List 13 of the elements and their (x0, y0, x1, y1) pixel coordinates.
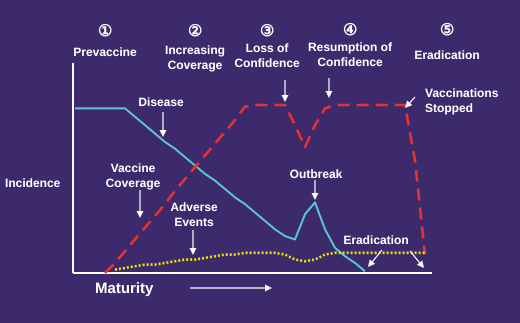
text: ③ Loss of Confidence (234, 23, 300, 70)
series-label: Disease (138, 95, 184, 109)
text: ① Prevaccine (73, 23, 138, 59)
text: Adverse Events (170, 200, 218, 229)
annotation: Outbreak (290, 167, 343, 181)
annotation: Eradication (343, 233, 409, 247)
x-axis-title: Maturity (95, 280, 154, 297)
text: ⑤ Eradication (414, 22, 480, 62)
annotation: Vaccinations Stopped (425, 86, 499, 115)
text: ④ Resumption of Confidence (308, 22, 393, 69)
text: ② Increasing Coverage (164, 23, 226, 72)
y-axis-title: Incidence (5, 176, 61, 190)
series-label: Vaccine Coverage (106, 161, 161, 190)
